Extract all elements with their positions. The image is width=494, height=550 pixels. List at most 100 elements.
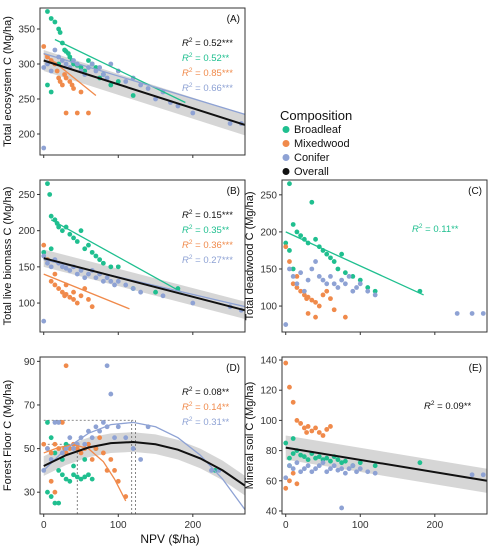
panel-a-broadleaf-point-22 — [130, 93, 136, 98]
panel-d-broadleaf-point-10 — [82, 474, 88, 480]
panel-a-r2-mixedwood: R2 = 0.85*** — [182, 67, 233, 79]
panel-d-conifer-point-3 — [52, 420, 58, 425]
panel-a-broadleaf-fit-line — [54, 38, 186, 104]
panel-b-conifer-point-22 — [123, 282, 129, 288]
panel-d-broadleaf-point-12 — [89, 476, 95, 482]
panel-a-broadleaf-point-9 — [67, 54, 73, 60]
panel-b-mixedwood-point-10 — [74, 300, 80, 306]
panel-c-mixedwood-point-7 — [305, 294, 311, 300]
panel-e-label: (E) — [469, 363, 482, 374]
panel-e-broadleaf-point-5 — [305, 457, 311, 463]
panel-e-broadleaf-point-19 — [417, 460, 423, 466]
panel-e-broadleaf-point-20 — [283, 440, 289, 446]
panel-d-conifer-point-1 — [45, 446, 50, 451]
panel-d-mixedwood-point-25 — [52, 489, 58, 495]
panel-d-xtick-label-2: 200 — [184, 520, 201, 531]
panel-d-xtick-label-0: 0 — [41, 520, 47, 531]
panel-c-mixedwood-point-16 — [313, 314, 318, 320]
legend-overall-swatch — [282, 168, 290, 175]
panel-a-overall-fit-line — [43, 59, 246, 126]
panel-c-broadleaf-point-0 — [287, 181, 292, 187]
panel-c-conifer-point-3 — [294, 281, 300, 287]
panel-c-conifer-point-24 — [469, 311, 475, 316]
panel-c-broadleaf-point-15 — [342, 270, 348, 276]
panel-e-ytick-label-3: 100 — [260, 416, 277, 427]
panel-d-mixedwood-point-20 — [112, 467, 117, 473]
panel-a-broadleaf-point-20 — [108, 82, 114, 88]
panel-c-conifer-point-0 — [283, 322, 289, 327]
panel-e-mixedwood-point-1 — [287, 384, 292, 390]
panel-e-conifer-point-5 — [301, 466, 307, 472]
panel-a-mixedwood-point-4 — [54, 68, 60, 74]
panel-d-conifer-point-14 — [93, 424, 99, 430]
panel-c-mixedwood-point-9 — [313, 299, 318, 305]
panel-e-mixedwood-point-11 — [320, 433, 326, 438]
panel-d-frame — [39, 356, 246, 515]
panel-c-conifer-point-20 — [357, 281, 363, 287]
panel-e-broadleaf-point-18 — [372, 463, 378, 469]
panel-c-conifer-point-11 — [324, 281, 330, 287]
panel-e-mixedwood-point-9 — [313, 425, 318, 431]
panel-e-broadleaf-point-14 — [339, 460, 345, 466]
panel-c-broadleaf-point-10 — [324, 251, 330, 257]
panel-a-ytick-label-3: 350 — [18, 25, 35, 36]
panel-c-broadleaf-point-21 — [283, 240, 289, 246]
panel-d-mixedwood-point-19 — [108, 457, 114, 462]
panel-d-mixedwood-point-14 — [89, 457, 95, 462]
panel-c-conifer-point-12 — [328, 273, 333, 279]
panel-b-ytick-label-2: 200 — [18, 226, 35, 237]
panel-b-broadleaf-point-8 — [67, 231, 73, 237]
panel-a-broadleaf-point-2 — [52, 19, 58, 25]
panel-e-broadleaf-point-7 — [313, 455, 318, 461]
panel-b-mixedwood-point-11 — [78, 293, 84, 299]
panel-b-mixedwood-point-4 — [56, 286, 62, 291]
panel-a-ytick-label-0: 200 — [18, 130, 35, 141]
panel-c-broadleaf-point-22 — [287, 248, 292, 253]
panel-a-conifer-fit-line — [43, 52, 246, 116]
panel-b-broadleaf-point-14 — [89, 249, 95, 255]
panel-d-mixedwood-point-10 — [74, 446, 80, 451]
panel-c-mixedwood-point-12 — [324, 288, 330, 294]
panel-d-broadleaf-point-2 — [52, 450, 58, 456]
panel-e-conifer-point-7 — [309, 469, 315, 475]
panel-a-conifer-point-14 — [89, 61, 95, 67]
panel-a-conifer-point-3 — [48, 68, 54, 74]
panel-a-r2-conifer: R2 = 0.66*** — [182, 82, 233, 94]
panel-d-ytick-label-2: 70 — [24, 400, 36, 411]
panel-b-broadleaf-point-12 — [82, 246, 88, 252]
panel-c-mixedwood-point-13 — [328, 296, 333, 302]
panel-e-mixedwood-point-17 — [294, 481, 300, 487]
panel-b-mixedwood-point-13 — [86, 297, 91, 302]
panel-b-conifer-point-18 — [104, 275, 110, 281]
panel-e-mixedwood-point-2 — [290, 399, 296, 405]
panel-e: 40 60 80 100 120 140 0 100 200 Mineral soil C (Mg… — [244, 356, 488, 531]
panel-d-mixedwood-point-3 — [52, 441, 58, 447]
panel-a-conifer-point-7 — [63, 61, 69, 67]
panel-e-conifer-point-17 — [346, 466, 352, 472]
panel-c-mixedwood-point-14 — [331, 307, 337, 313]
panel-e-conifer-point-3 — [294, 460, 300, 466]
panel-b-mixedwood-point-2 — [48, 278, 54, 284]
panel-a-conifer-point-4 — [52, 47, 58, 53]
panel-c-r2-broadleaf: R2 = 0.11** — [412, 223, 459, 235]
x-axis-label: NPV ($/ha) — [140, 532, 199, 546]
panel-d-broadleaf-point-6 — [67, 478, 73, 484]
panel-d-conifer-point-2 — [48, 457, 54, 462]
panel-d-conifer-point-21 — [123, 435, 129, 441]
panel-e-conifer-point-15 — [339, 466, 345, 472]
panel-c-conifer-point-1 — [287, 266, 292, 272]
panel-c-conifer-point-14 — [335, 285, 341, 290]
panel-e-broadleaf-point-13 — [335, 457, 341, 463]
panel-c-mixedwood-point-1 — [287, 259, 292, 264]
panel-d-conifer-point-7 — [67, 435, 73, 441]
panel-e-broadleaf-point-8 — [316, 454, 322, 460]
panel-e-frame — [281, 356, 488, 515]
panel-e-conifer-point-21 — [365, 469, 371, 475]
panel-c-frame — [281, 179, 488, 333]
panel-c-mixedwood-point-10 — [316, 303, 322, 309]
panel-b-mixedwood-point-3 — [52, 282, 58, 288]
panel-d: 30 50 70 90 0 100 200 Forest Floor C (Mg/ha) (D)… — [2, 356, 246, 531]
panel-c-broadleaf-point-23 — [290, 266, 296, 272]
panel-e-conifer-point-19 — [354, 469, 359, 475]
panel-e-conifer-point-20 — [357, 466, 363, 472]
